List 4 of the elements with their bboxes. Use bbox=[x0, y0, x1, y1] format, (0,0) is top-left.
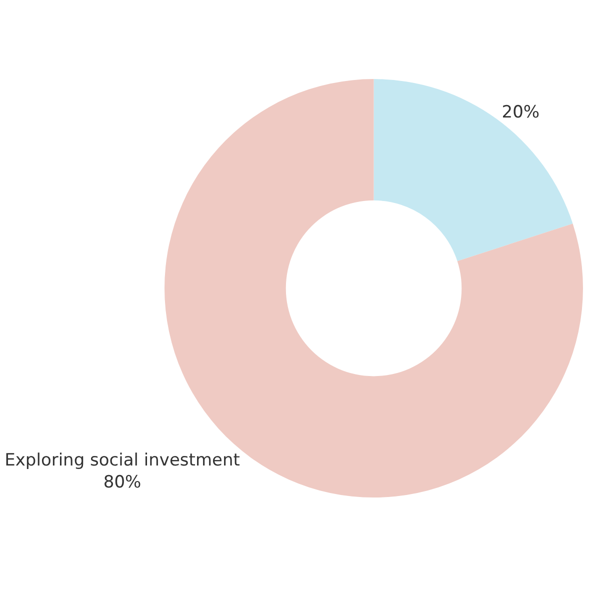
donut-slice bbox=[374, 79, 573, 262]
data-label: 80% bbox=[103, 472, 142, 492]
data-label: 20% bbox=[502, 102, 540, 122]
slice-label: Exploring social investment bbox=[4, 450, 240, 470]
